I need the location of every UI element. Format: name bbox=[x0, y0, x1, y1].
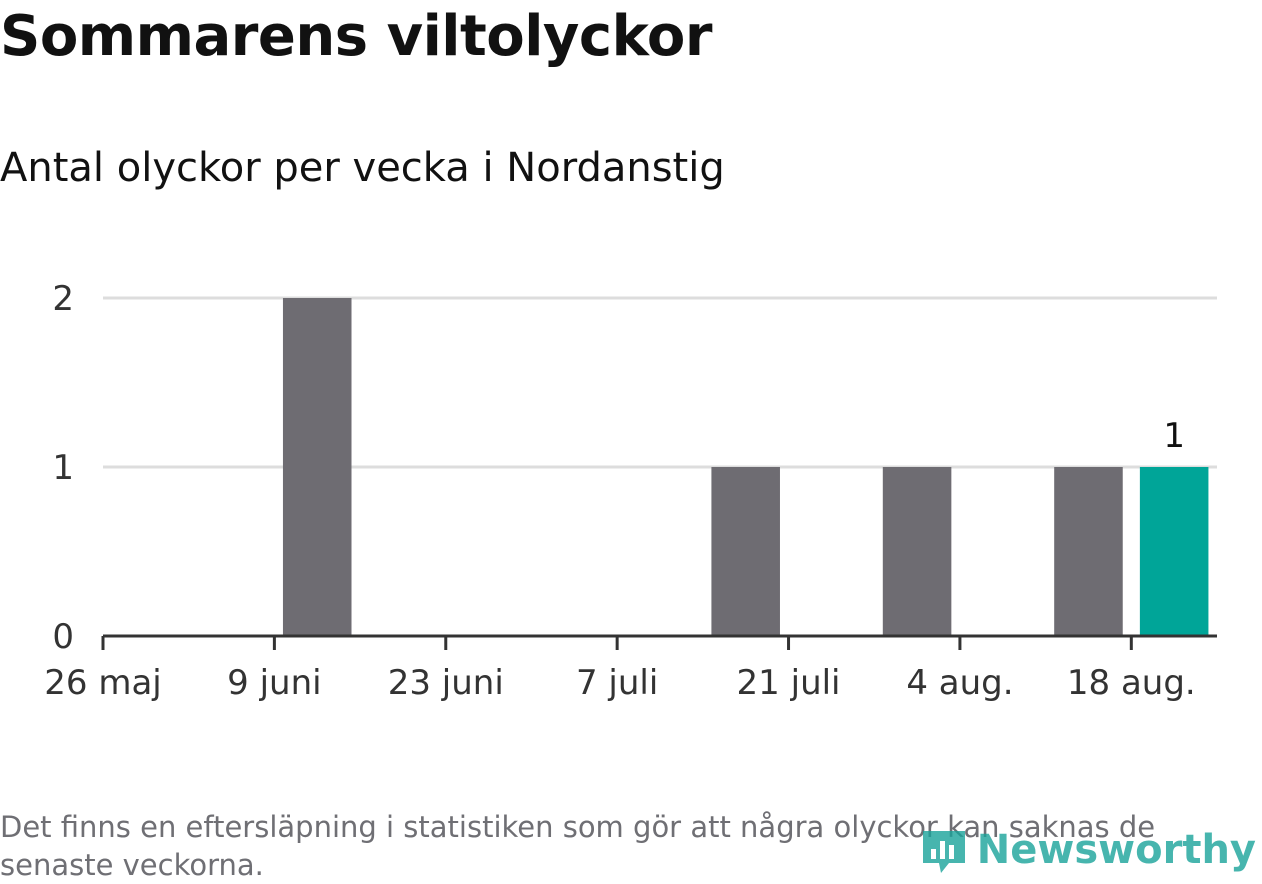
bar bbox=[282, 298, 352, 636]
newsworthy-logo: Newsworthy bbox=[919, 825, 1256, 875]
y-tick-label: 1 bbox=[52, 448, 74, 488]
y-tick-label: 0 bbox=[52, 617, 74, 657]
x-axis-labels: 26 maj 9 juni 23 juni 7 juli 21 juli 4 aug. 18… bbox=[44, 663, 1195, 703]
x-tick-label: 18 aug. bbox=[1067, 663, 1196, 703]
chart-title: Sommarens viltolyckor bbox=[0, 4, 712, 69]
bar bbox=[1054, 467, 1123, 636]
y-axis-labels: 0 1 2 bbox=[52, 279, 74, 657]
data-label: 1 bbox=[1163, 416, 1185, 456]
bar bbox=[711, 467, 780, 636]
x-tick-label: 4 aug. bbox=[906, 663, 1013, 703]
chart-subtitle: Antal olyckor per vecka i Nordanstig bbox=[0, 145, 725, 191]
y-tick-label: 2 bbox=[52, 279, 74, 319]
bars bbox=[282, 298, 1209, 636]
bar-chart-speech-bubble-icon bbox=[922, 831, 965, 873]
data-labels: 1 bbox=[1163, 416, 1185, 456]
x-tick-label: 7 juli bbox=[576, 663, 658, 703]
x-tick-label: 26 maj bbox=[44, 663, 161, 703]
bar bbox=[1139, 467, 1209, 636]
x-tick-label: 9 juni bbox=[227, 663, 321, 703]
x-tick-label: 21 juli bbox=[737, 663, 841, 703]
x-tick-label: 23 juni bbox=[388, 663, 504, 703]
x-axis bbox=[101, 634, 1217, 650]
gridlines bbox=[103, 296, 1217, 469]
bar bbox=[882, 467, 952, 636]
logo-text: Newsworthy bbox=[976, 827, 1256, 873]
